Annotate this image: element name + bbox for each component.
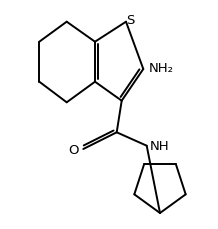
Text: S: S bbox=[126, 14, 134, 26]
Text: NH₂: NH₂ bbox=[149, 61, 174, 74]
Text: NH: NH bbox=[150, 140, 170, 153]
Text: O: O bbox=[68, 143, 79, 156]
